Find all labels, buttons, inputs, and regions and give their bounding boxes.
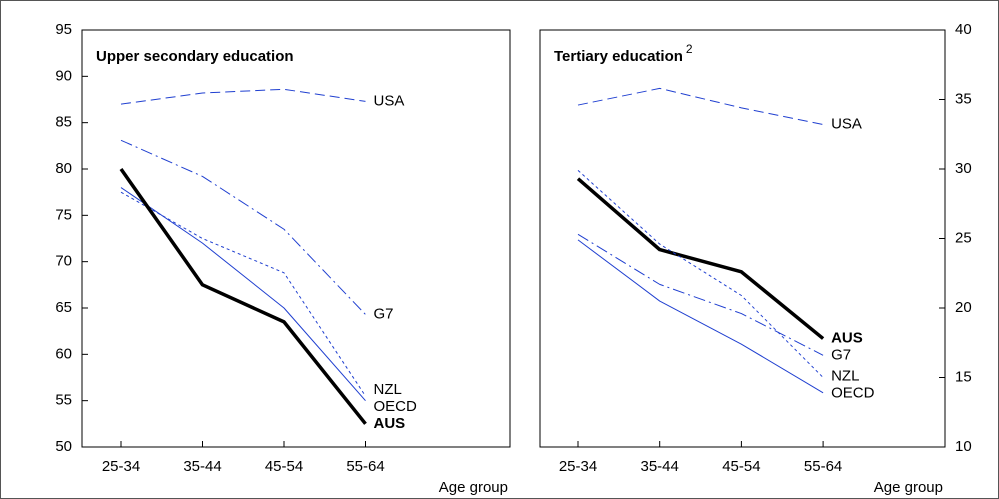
- series-line: [577, 170, 824, 378]
- panel-title: Upper secondary education: [96, 48, 294, 65]
- series-label: USA: [374, 92, 405, 109]
- y-tick-label: 95: [55, 21, 72, 38]
- series-label: AUS: [831, 329, 863, 346]
- series-label: AUS: [374, 415, 406, 432]
- plot-frame: [539, 29, 946, 448]
- series-line: [576, 177, 825, 340]
- series-line: [120, 139, 366, 315]
- x-tick-label: 35-44: [183, 458, 221, 475]
- y-tick-label: 65: [55, 299, 72, 316]
- series-line: [577, 239, 824, 394]
- x-tick-label: 45-54: [722, 458, 760, 475]
- x-tick-label: 45-54: [265, 458, 303, 475]
- y-tick-label: 35: [955, 90, 972, 107]
- plot-frame: [81, 29, 511, 448]
- series-label: OECD: [374, 398, 418, 415]
- title-note: 2: [686, 42, 693, 56]
- panel-title: Tertiary education: [554, 48, 683, 65]
- series-line: [119, 167, 367, 425]
- y-tick-label: 25: [955, 229, 972, 246]
- y-tick-label: 20: [955, 299, 972, 316]
- x-tick-label: 25-34: [102, 458, 140, 475]
- y-tick-label: 40: [955, 21, 972, 38]
- series-label: USA: [831, 115, 862, 132]
- x-axis-label: Age group: [439, 479, 508, 496]
- series-label: G7: [831, 346, 851, 363]
- y-tick-label: 80: [55, 160, 72, 177]
- y-tick-label: 50: [55, 438, 72, 455]
- y-tick-label: 60: [55, 345, 72, 362]
- series-line: [120, 88, 366, 105]
- y-tick-label: 15: [955, 368, 972, 385]
- y-tick-label: 55: [55, 392, 72, 409]
- x-tick-label: 55-64: [346, 458, 384, 475]
- series-label: OECD: [831, 385, 875, 402]
- series-label: NZL: [831, 368, 859, 385]
- x-tick-label: 35-44: [641, 458, 679, 475]
- series-label: NZL: [374, 381, 402, 398]
- y-tick-label: 70: [55, 253, 72, 270]
- series-line: [120, 187, 366, 401]
- y-tick-label: 75: [55, 206, 72, 223]
- y-tick-label: 90: [55, 67, 72, 84]
- y-tick-label: 85: [55, 114, 72, 131]
- y-tick-label: 30: [955, 160, 972, 177]
- x-axis-label: Age group: [874, 479, 943, 496]
- series-label: G7: [374, 305, 394, 322]
- series-line: [577, 87, 824, 126]
- y-tick-label: 10: [955, 438, 972, 455]
- series-line: [577, 233, 824, 356]
- x-tick-label: 55-64: [804, 458, 842, 475]
- x-tick-label: 25-34: [559, 458, 597, 475]
